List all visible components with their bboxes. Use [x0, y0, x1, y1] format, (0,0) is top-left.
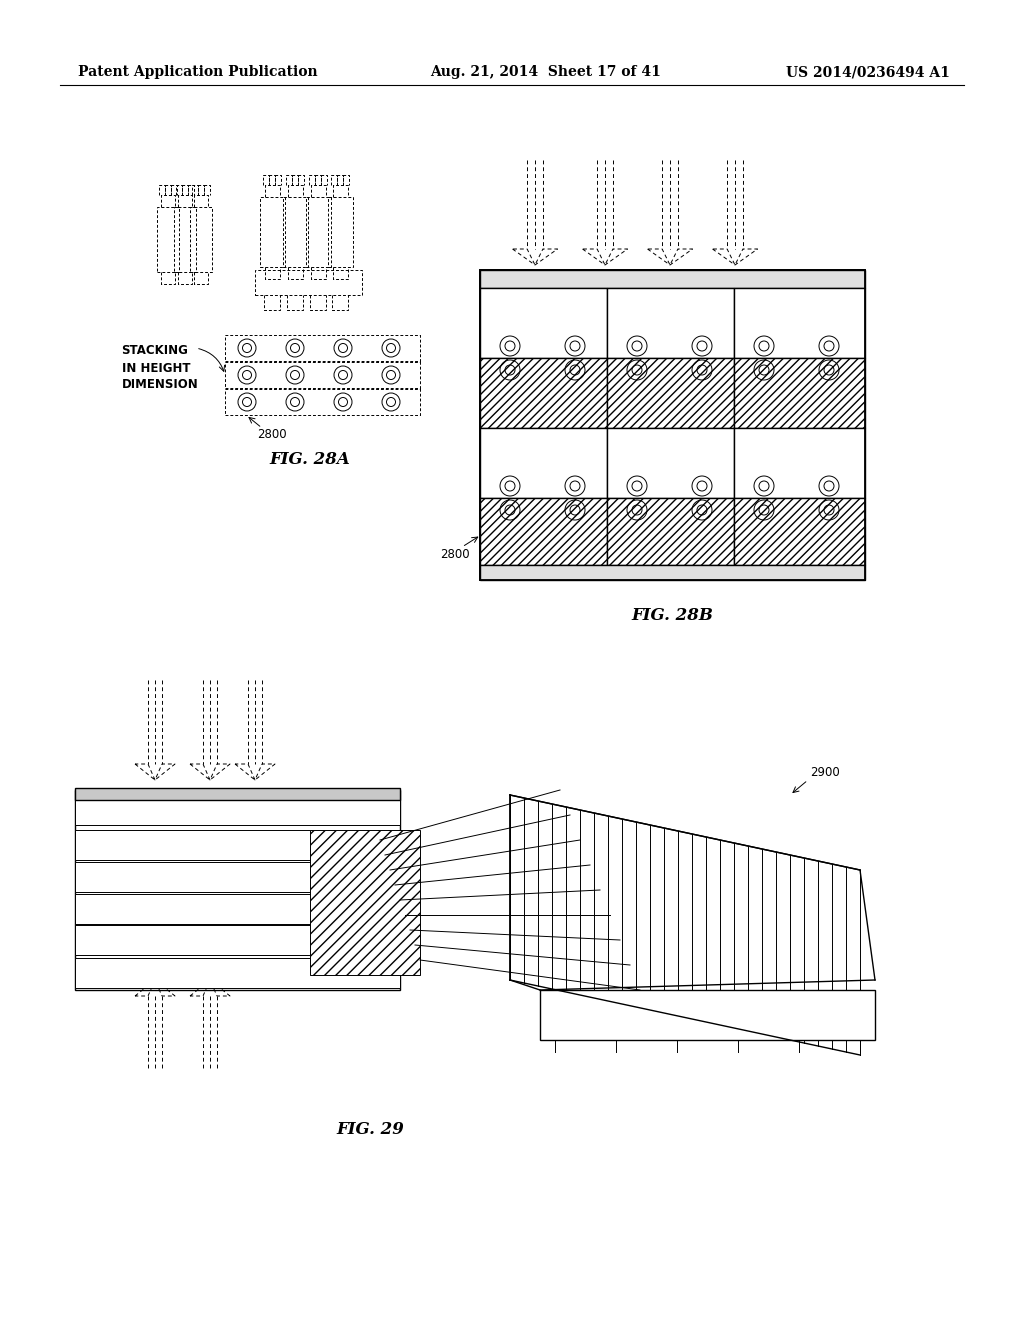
- Bar: [75, 862, 400, 892]
- Bar: [734, 288, 865, 358]
- Text: 2900: 2900: [810, 766, 840, 779]
- Bar: [225, 335, 420, 360]
- Bar: [328, 197, 352, 267]
- Bar: [480, 271, 865, 288]
- Text: Aug. 21, 2014  Sheet 17 of 41: Aug. 21, 2014 Sheet 17 of 41: [430, 65, 660, 79]
- Bar: [480, 288, 607, 358]
- Bar: [255, 271, 362, 294]
- Bar: [480, 358, 607, 428]
- Bar: [75, 958, 400, 987]
- Text: Patent Application Publication: Patent Application Publication: [78, 65, 317, 79]
- Bar: [310, 830, 420, 975]
- Bar: [734, 428, 865, 498]
- Bar: [75, 894, 400, 924]
- Text: FIG. 28A: FIG. 28A: [269, 451, 350, 469]
- Bar: [75, 925, 400, 954]
- Text: STACKING
IN HEIGHT
DIMENSION: STACKING IN HEIGHT DIMENSION: [122, 345, 199, 392]
- Bar: [259, 197, 285, 267]
- Text: 2800: 2800: [440, 549, 470, 561]
- Bar: [607, 358, 734, 428]
- Bar: [174, 207, 196, 272]
- Bar: [75, 789, 400, 990]
- Bar: [75, 788, 400, 800]
- Bar: [480, 565, 865, 579]
- Bar: [225, 362, 420, 388]
- Bar: [75, 830, 400, 861]
- Bar: [734, 358, 865, 428]
- Bar: [480, 271, 865, 579]
- Bar: [480, 498, 607, 565]
- Bar: [607, 288, 734, 358]
- Bar: [157, 207, 179, 272]
- Bar: [540, 990, 874, 1040]
- Bar: [305, 197, 331, 267]
- Text: US 2014/0236494 A1: US 2014/0236494 A1: [786, 65, 950, 79]
- Bar: [75, 795, 400, 825]
- Text: FIG. 29: FIG. 29: [336, 1122, 403, 1138]
- Bar: [283, 197, 307, 267]
- Text: 2800: 2800: [257, 429, 287, 441]
- Bar: [607, 498, 734, 565]
- Bar: [734, 498, 865, 565]
- Bar: [480, 271, 865, 579]
- Bar: [607, 428, 734, 498]
- Bar: [225, 389, 420, 414]
- Bar: [480, 428, 607, 498]
- Bar: [190, 207, 212, 272]
- Text: FIG. 28B: FIG. 28B: [631, 606, 713, 623]
